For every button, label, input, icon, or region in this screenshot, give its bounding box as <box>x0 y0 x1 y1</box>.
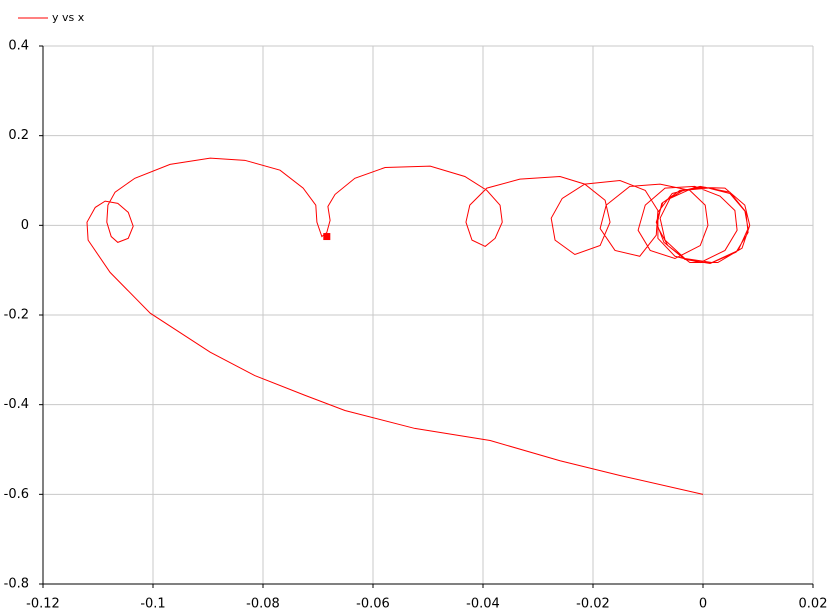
x-tick-label: 0 <box>699 597 707 612</box>
x-tick-label: -0.02 <box>576 597 610 612</box>
data-line <box>86 157 751 495</box>
y-tick-label: 0.2 <box>8 128 29 143</box>
end-marker <box>323 233 331 241</box>
y-tick-label: -0.6 <box>4 487 29 502</box>
y-tick-label: -0.4 <box>4 397 29 412</box>
x-tick-label: -0.06 <box>356 597 390 612</box>
x-tick-label: -0.1 <box>140 597 165 612</box>
legend-label: y vs x <box>52 11 85 24</box>
x-tick-label: -0.08 <box>246 597 280 612</box>
y-tick-label: -0.2 <box>4 308 29 323</box>
y-tick-label: 0 <box>21 218 29 233</box>
x-tick-label: 0.02 <box>799 597 828 612</box>
x-tick-label: -0.12 <box>26 597 60 612</box>
y-tick-label: -0.8 <box>4 577 29 592</box>
y-tick-label: 0.4 <box>8 39 29 54</box>
x-tick-label: -0.04 <box>466 597 500 612</box>
